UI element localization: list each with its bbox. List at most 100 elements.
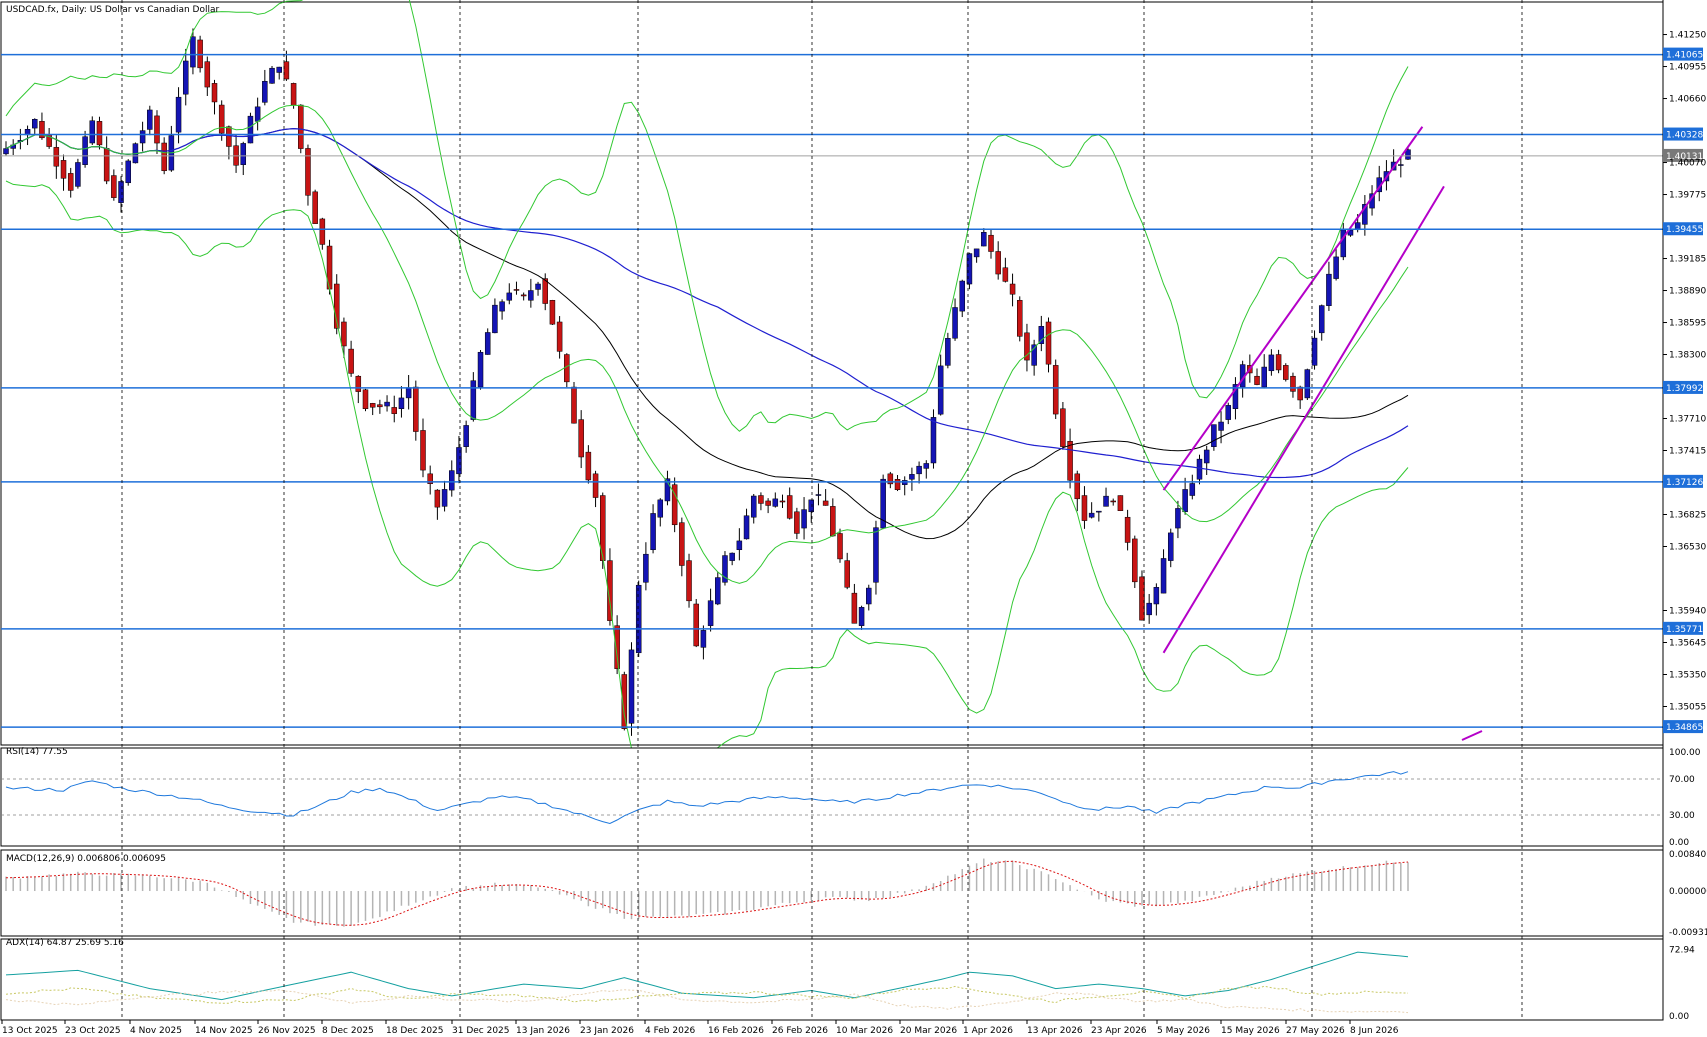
bear-candle [830,506,836,537]
minus-di-line [5,989,1409,1014]
macd-panel[interactable] [0,849,1664,937]
bull-candle [952,307,958,339]
price-tick-label: 1.40660 [1669,95,1706,105]
time-tick-label: 15 May 2026 [1221,1026,1280,1036]
price-panel[interactable] [0,0,1664,777]
rsi-panel[interactable] [0,747,1664,847]
bear-candle [1009,283,1016,295]
bull-candle [463,425,469,447]
bull-candle [1398,164,1404,166]
bear-candle [1254,375,1260,385]
bull-candle [815,494,822,496]
bull-candle [499,301,505,312]
bull-candle [1211,424,1217,447]
bear-candle [226,126,232,147]
bull-candle [1225,405,1232,420]
bear-candle [786,495,793,519]
bull-candle [1326,273,1332,306]
time-tick-label: 10 Mar 2026 [836,1026,893,1036]
bear-candle [1124,516,1131,543]
bear-candle [621,674,628,729]
adx-frame [0,938,1664,1021]
bull-candle [384,401,390,407]
bear-candle [355,375,362,392]
bear-candle [420,430,426,471]
bear-candle [1074,473,1081,500]
plus-di-line [5,985,1409,1004]
bull-candle [858,607,865,626]
time-tick-label: 4 Nov 2025 [130,1026,182,1036]
bear-candle [111,175,117,198]
level-tag-label: 1.37992 [1666,384,1703,394]
bear-candle [571,386,577,424]
adx-label: ADX(14) 64.87 25.69 5.16 [6,938,124,948]
bull-candle [1333,256,1339,279]
bull-candle [700,630,707,648]
level-tag-label: 1.37126 [1666,478,1703,488]
bear-candle [1139,576,1145,621]
bear-candle [67,173,74,191]
bull-candle [1103,495,1109,507]
bull-candle [873,527,879,583]
time-tick-label: 31 Dec 2025 [452,1026,510,1036]
bear-candle [995,251,1001,275]
macd-tick-label: 0.008407 [1669,850,1707,860]
bear-candle [679,522,685,566]
time-tick-label: 23 Apr 2026 [1091,1026,1147,1036]
price-tick-label: 1.39775 [1669,191,1706,201]
bull-candle [449,470,455,491]
level-tag-label: 1.34865 [1666,723,1703,733]
bull-candle [628,649,635,724]
bull-candle [743,515,750,540]
price-tick-label: 1.41250 [1669,31,1706,41]
bear-candle [1275,354,1282,371]
bull-candle [182,60,189,95]
price-tick-label: 1.35055 [1669,702,1706,712]
adx-panel[interactable] [0,938,1664,1021]
bull-candle [772,498,779,507]
bull-candle [89,120,96,144]
bear-candle [556,321,563,352]
bear-candle [585,451,592,481]
time-tick-label: 26 Feb 2026 [772,1026,828,1036]
chart-title: USDCAD.fx, Daily: US Dollar vs Canadian … [6,5,220,15]
price-tick-label: 1.35940 [1669,607,1706,617]
bear-candle [599,495,606,561]
bear-candle [391,407,397,414]
time-tick-label: 20 Mar 2026 [900,1026,957,1036]
bull-candle [441,489,448,507]
channel-lower-line [1162,185,1445,654]
level-tag [1663,474,1703,488]
price-tick-label: 1.40070 [1669,159,1706,169]
bear-candle [578,419,584,458]
bull-candle [1153,587,1160,605]
bull-candle [405,387,412,399]
rsi-frame [0,747,1664,847]
bull-candle [945,338,951,366]
bear-candle [348,348,354,374]
price-tick-label: 1.36530 [1669,543,1706,553]
bull-candle [1031,344,1037,366]
bear-candle [837,533,843,560]
bull-candle [535,283,541,290]
bear-candle [53,147,60,167]
price-tick-label: 1.38300 [1669,351,1706,361]
bear-candle [1290,375,1296,392]
price-axis: 1.41065 1.40328 1.39455 1.37992 1.37126 1.357… [1662,0,1707,1022]
bear-candle [434,489,441,508]
bull-candle [657,499,664,518]
bear-candle [298,104,304,149]
bear-candle [779,500,786,503]
rsi-label: RSI(14) 77.55 [6,747,68,757]
bull-candle [1182,489,1188,513]
level-tag [1663,127,1703,141]
bull-candle [650,513,656,551]
bear-candle [103,148,110,182]
price-tick-label: 1.35350 [1669,670,1706,680]
bear-candle [513,289,520,291]
time-tick-label: 13 Oct 2025 [2,1026,58,1036]
bull-candle [484,332,491,355]
candles [3,28,1411,736]
bear-candle [154,115,160,144]
bear-candle [1002,267,1009,282]
